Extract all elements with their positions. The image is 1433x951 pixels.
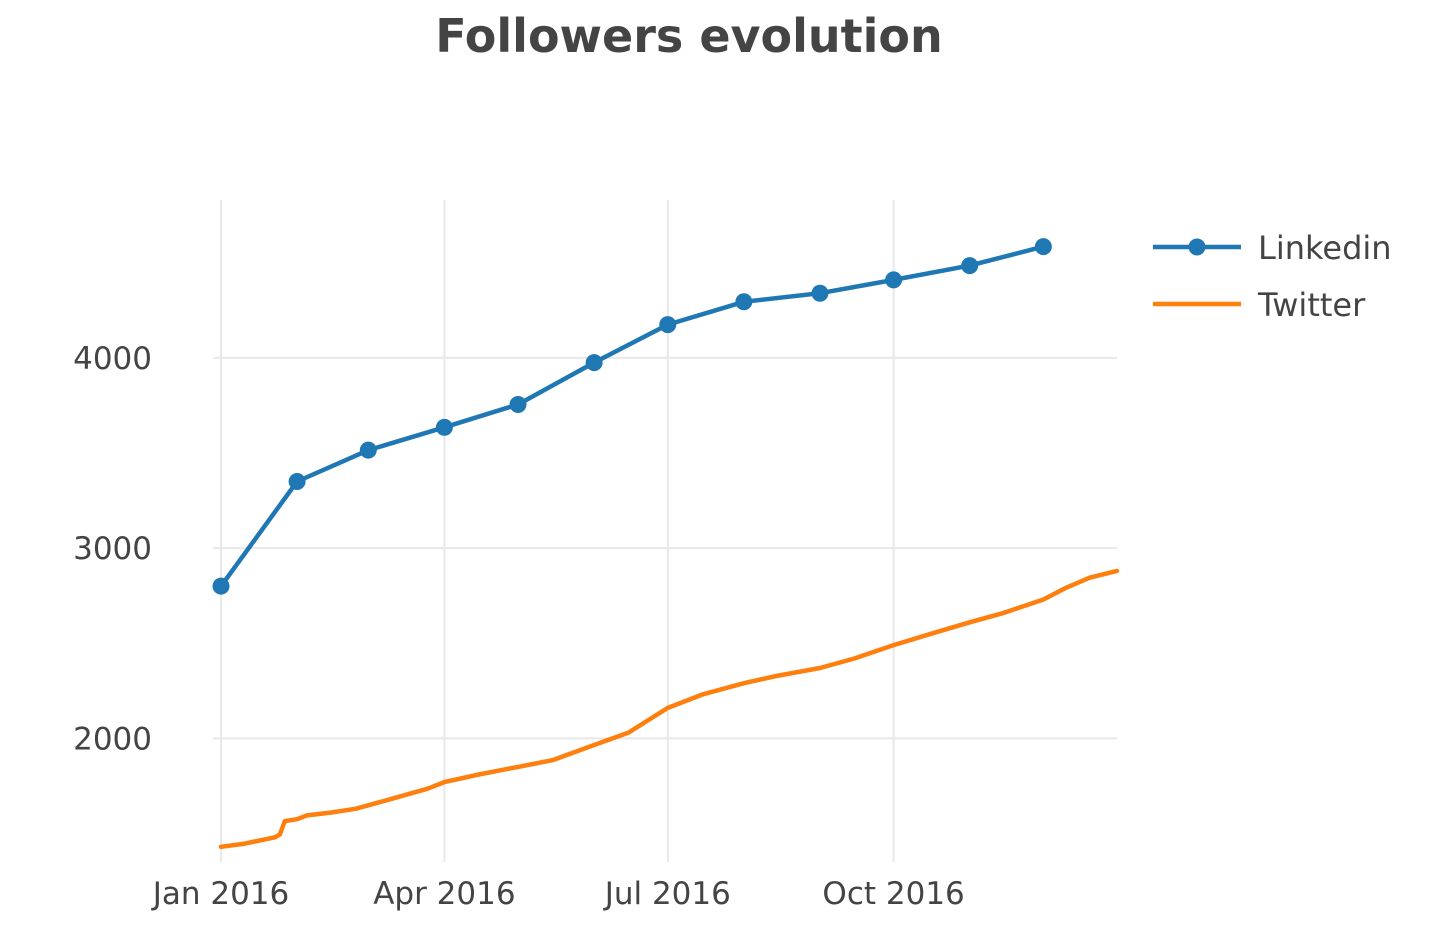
- linkedin-point[interactable]: [885, 271, 903, 289]
- linkedin-point[interactable]: [735, 293, 753, 311]
- x-tick-label: Apr 2016: [373, 876, 515, 912]
- grid-lines: [213, 200, 1117, 862]
- legend-item-twitter[interactable]: Twitter: [1153, 286, 1366, 324]
- twitter-line: [218, 568, 1120, 850]
- linkedin-point[interactable]: [659, 316, 677, 334]
- linkedin-point[interactable]: [435, 418, 453, 436]
- y-tick-label: 2000: [73, 721, 152, 757]
- linkedin-line: [218, 244, 1046, 589]
- y-tick-label: 3000: [73, 531, 152, 567]
- linkedin-point[interactable]: [961, 257, 979, 275]
- chart-title: Followers evolution: [435, 9, 942, 63]
- x-axis-ticks: Jan 2016 Apr 2016 Jul 2016 Oct 2016: [151, 876, 965, 912]
- legend-label: Twitter: [1257, 286, 1366, 324]
- legend-marker: [1188, 238, 1206, 256]
- x-tick-label: Oct 2016: [822, 876, 964, 912]
- linkedin-point[interactable]: [288, 473, 306, 491]
- legend-item-linkedin[interactable]: Linkedin: [1153, 229, 1392, 267]
- series-twitter: [218, 568, 1120, 850]
- series-group: [212, 238, 1120, 850]
- linkedin-point[interactable]: [585, 354, 603, 372]
- y-axis-ticks: 2000 3000 4000: [73, 341, 152, 757]
- legend: Linkedin Twitter: [1153, 229, 1392, 324]
- series-linkedin: [212, 238, 1052, 595]
- linkedin-point[interactable]: [811, 284, 829, 302]
- linkedin-point[interactable]: [359, 441, 377, 459]
- linkedin-point[interactable]: [1034, 238, 1052, 256]
- linkedin-point[interactable]: [509, 395, 527, 413]
- linkedin-point[interactable]: [212, 577, 230, 595]
- x-tick-label: Jan 2016: [151, 876, 290, 912]
- legend-label: Linkedin: [1258, 229, 1392, 267]
- y-tick-label: 4000: [73, 341, 152, 377]
- x-tick-label: Jul 2016: [603, 876, 731, 912]
